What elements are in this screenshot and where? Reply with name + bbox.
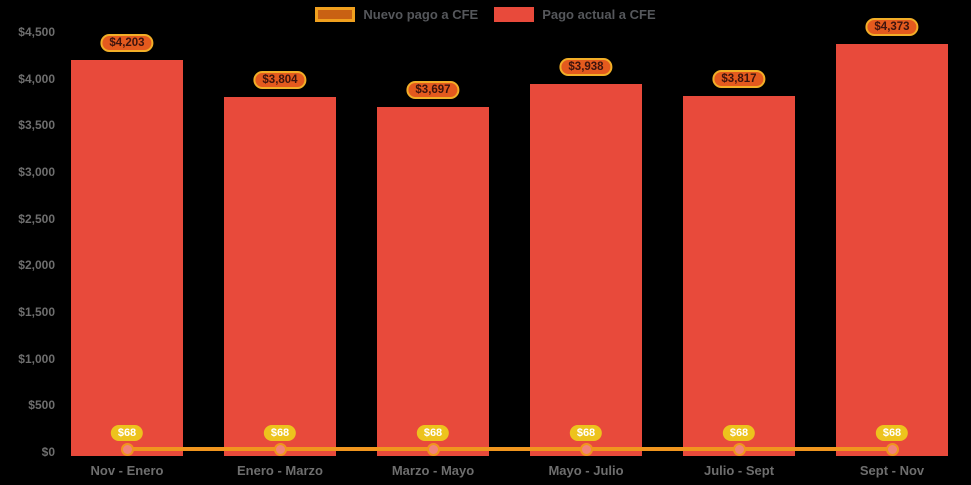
y-axis-tick-label: $1,000	[18, 351, 55, 366]
bar-pago-actual[interactable]	[224, 97, 336, 456]
bar-value-badge: $3,697	[406, 81, 460, 99]
point-value-badge: $68	[416, 425, 450, 441]
legend-swatch-pago-actual-icon	[494, 7, 535, 22]
line-marker[interactable]	[886, 443, 899, 456]
y-axis-tick-label: $3,000	[18, 165, 55, 179]
x-axis-label: Julio - Sept	[703, 463, 775, 478]
bar-pago-actual[interactable]	[530, 84, 642, 456]
bar-value-badge: $3,817	[712, 70, 766, 88]
legend-item-pago-actual[interactable]: Pago actual a CFE	[494, 7, 656, 22]
bar-value-badge: $3,804	[253, 71, 307, 89]
series-line-nuevo-pago	[127, 447, 892, 451]
y-axis-tick-label: $2,000	[18, 258, 55, 273]
point-value-badge: $68	[110, 425, 144, 441]
line-marker[interactable]	[274, 443, 287, 456]
bar-value-badge: $4,373	[865, 18, 919, 36]
bar-pago-actual[interactable]	[71, 60, 183, 456]
point-value-badge: $68	[875, 425, 909, 441]
bar-value-badge: $3,938	[559, 58, 613, 76]
y-axis-tick-label: $500	[28, 398, 55, 413]
point-value-badge: $68	[263, 425, 297, 441]
x-axis-label: Marzo - Mayo	[391, 463, 475, 478]
line-marker[interactable]	[580, 443, 593, 456]
bar-pago-actual[interactable]	[836, 44, 948, 456]
bar-value-badge: $4,203	[100, 34, 154, 52]
legend-label-pago-actual: Pago actual a CFE	[542, 7, 656, 22]
legend-item-nuevo-pago[interactable]: Nuevo pago a CFE	[315, 7, 478, 22]
y-axis-tick-label: $3,500	[18, 118, 55, 133]
y-axis-tick-label: $0	[41, 445, 55, 459]
legend-swatch-nuevo-pago-icon	[315, 7, 356, 22]
y-axis-tick-label: $4,000	[18, 71, 55, 86]
bar-pago-actual[interactable]	[377, 107, 489, 456]
legend: Nuevo pago a CFE Pago actual a CFE	[0, 7, 971, 22]
point-value-badge: $68	[722, 425, 756, 441]
line-marker[interactable]	[427, 443, 440, 456]
line-marker[interactable]	[733, 443, 746, 456]
x-axis-label: Enero - Marzo	[237, 463, 323, 478]
y-axis-tick-label: $1,500	[18, 305, 55, 319]
legend-label-nuevo-pago: Nuevo pago a CFE	[363, 7, 479, 22]
bar-pago-actual[interactable]	[683, 96, 795, 456]
point-value-badge: $68	[569, 425, 603, 441]
x-axis-label: Mayo - Julio	[548, 463, 624, 478]
y-axis-tick-label: $4,500	[18, 25, 55, 39]
x-axis-label: Nov - Enero	[90, 463, 164, 478]
x-axis-label: Sept - Nov	[859, 463, 925, 478]
y-axis-tick-label: $2,500	[18, 211, 55, 226]
line-marker[interactable]	[121, 443, 134, 456]
